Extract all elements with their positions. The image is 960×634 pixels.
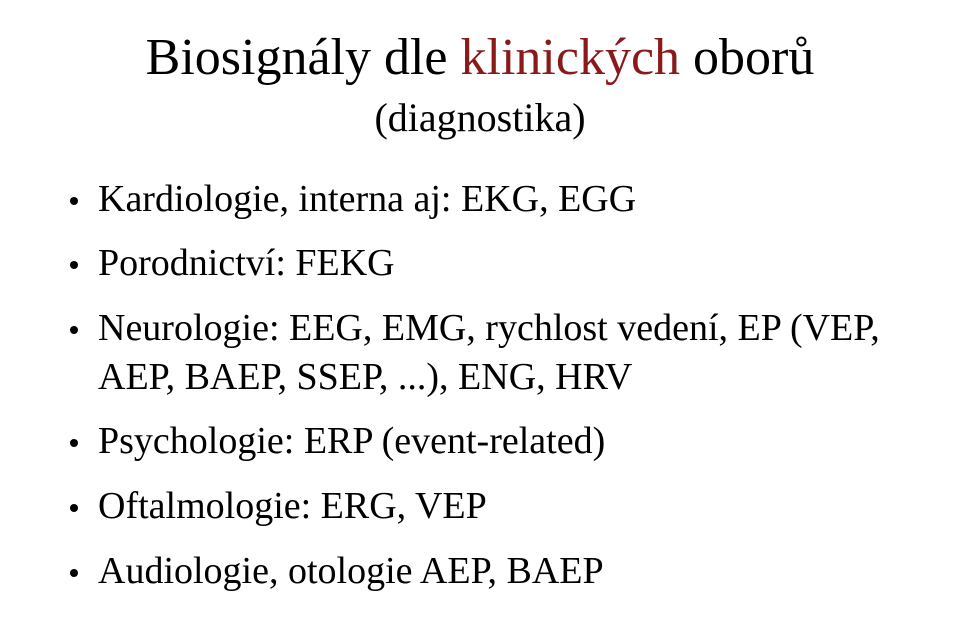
bullet-list: Kardiologie, interna aj: EKG, EGG Porodn… <box>44 175 916 595</box>
title-pre: Biosignály dle <box>146 29 461 86</box>
list-item: Oftalmologie: ERG, VEP <box>64 482 916 531</box>
list-item: Neurologie: EEG, EMG, rychlost vedení, E… <box>64 304 916 401</box>
title-accent: klinických <box>461 29 681 86</box>
title-post: oborů <box>680 29 814 86</box>
list-item: Audiologie, otologie AEP, BAEP <box>64 547 916 596</box>
slide-title: Biosignály dle klinických oborů <box>44 28 916 88</box>
slide: Biosignály dle klinických oborů (diagnos… <box>0 0 960 634</box>
list-item: Psychologie: ERP (event-related) <box>64 417 916 466</box>
list-item: Porodnictví: FEKG <box>64 239 916 288</box>
list-item: Kardiologie, interna aj: EKG, EGG <box>64 175 916 224</box>
slide-subtitle: (diagnostika) <box>44 94 916 141</box>
